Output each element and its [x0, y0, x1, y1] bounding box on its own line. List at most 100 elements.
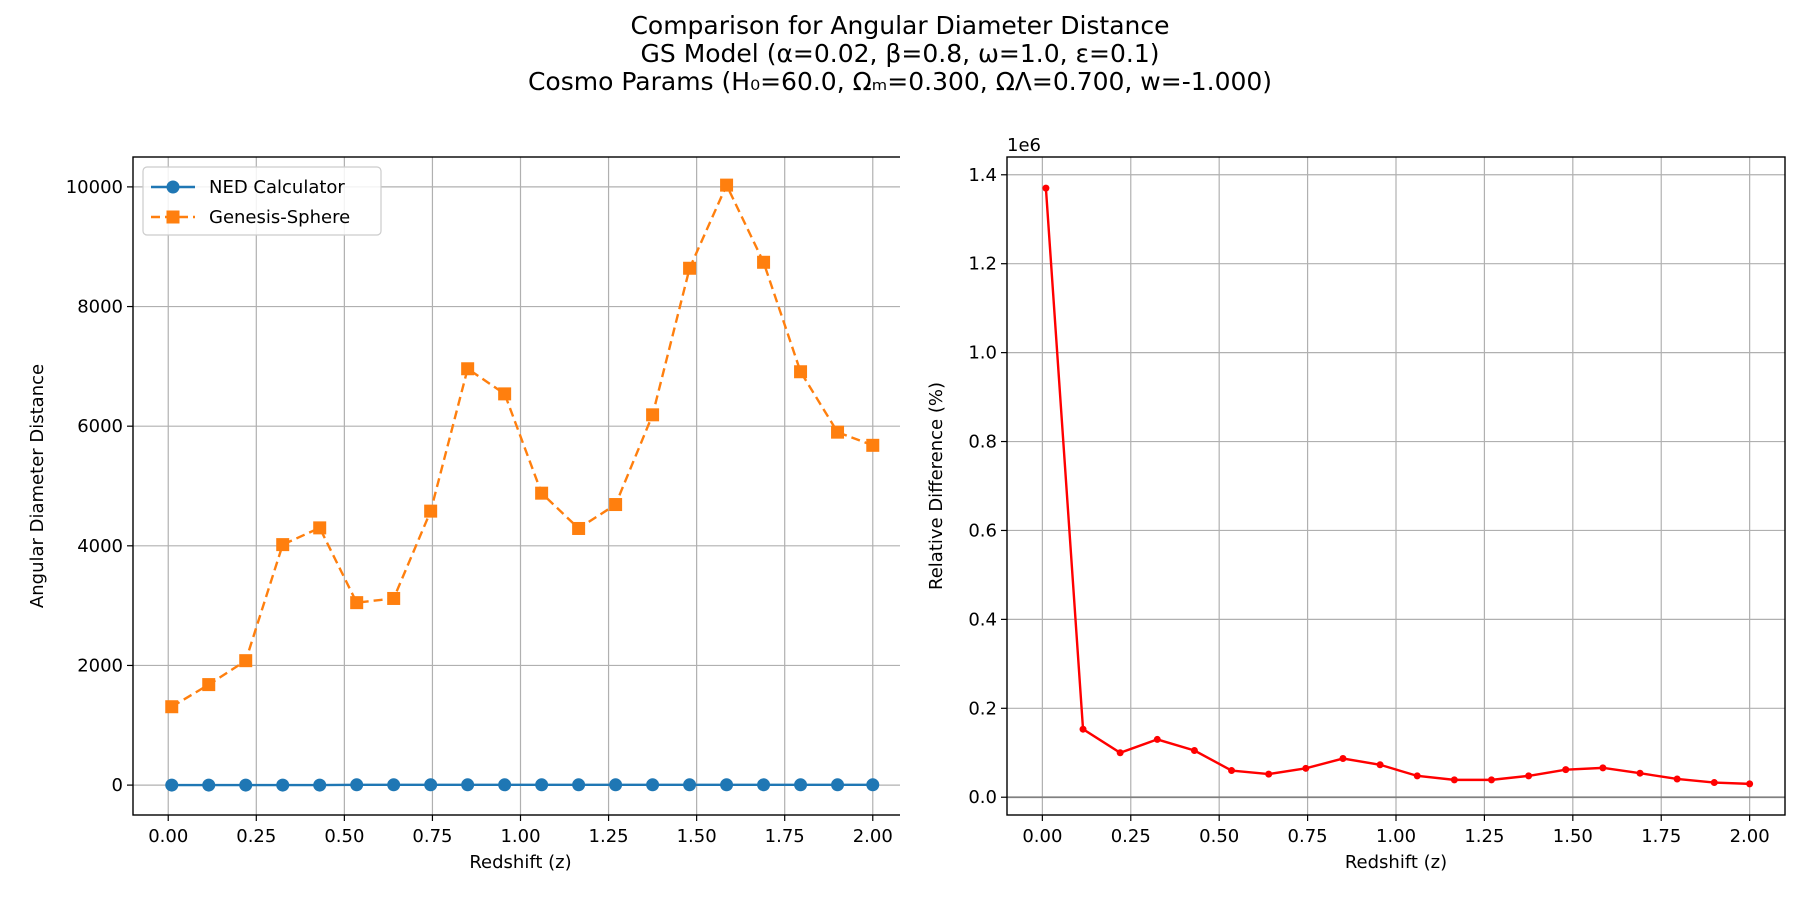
chart-right-data-point: [1413, 772, 1421, 780]
chart-left-data-point: [276, 538, 290, 552]
chart-left-data-point: [683, 261, 697, 275]
chart-right-xtick-label: 0.00: [1022, 826, 1062, 847]
chart-left-data-point: [276, 778, 290, 792]
chart-left-legend-marker: [166, 210, 180, 224]
chart-right-data-point: [1636, 769, 1644, 777]
chart-left-data-point: [424, 504, 438, 518]
chart-left-data-point: [498, 387, 512, 401]
chart-left-distance: 0.00 0.25 0.50 0.75 1.00 1.25 1.50 1.75 2.00 0 200…: [27, 156, 900, 873]
chart-right-xtick-label: 2.00: [1730, 826, 1770, 847]
chart-left-data-point: [313, 778, 327, 792]
chart-right-series-relative-difference: [1042, 184, 1754, 788]
figure-title: Comparison for Angular Diameter Distance…: [0, 12, 1800, 96]
chart-right-relative-difference: 0.00 0.25 0.50 0.75 1.00 1.25 1.50 1.75 2.00 0.0 0…: [926, 135, 1786, 873]
chart-left-data-point: [387, 778, 401, 792]
chart-left-legend-label: NED Calculator: [209, 177, 345, 198]
chart-left-data-point: [720, 778, 734, 792]
chart-left-ytick-label: 10000: [66, 177, 123, 198]
chart-right-xtick-label: 0.25: [1111, 826, 1151, 847]
chart-right-xtick-label: 0.50: [1199, 826, 1239, 847]
chart-left-xtick-label: 1.00: [500, 826, 540, 847]
chart-left-data-point: [757, 778, 771, 792]
chart-right-x-axis-label: Redshift (z): [1345, 852, 1447, 873]
chart-right-data-point: [1265, 770, 1273, 778]
chart-right-data-point: [1746, 780, 1754, 788]
chart-left-data-point: [609, 498, 623, 512]
chart-left-xtick-label: 1.75: [765, 826, 805, 847]
chart-left-data-point: [866, 778, 880, 792]
chart-left-xtick-label: 0.75: [412, 826, 452, 847]
chart-left-ytick-label: 4000: [77, 536, 123, 557]
chart-right-ytick-label: 0.0: [968, 787, 997, 808]
chart-left-data-point: [350, 596, 364, 610]
chart-left-legend: NED Calculator Genesis-Sphere: [142, 166, 382, 236]
chart-right-data-point: [1710, 779, 1718, 787]
chart-left-data-point: [202, 678, 216, 692]
chart-left-data-point: [683, 778, 697, 792]
chart-left-data-point: [757, 255, 771, 269]
chart-left-data-point: [831, 425, 845, 439]
chart-left-ytick-label: 8000: [77, 297, 123, 318]
chart-right-data-point: [1673, 775, 1681, 783]
chart-left-data-point: [609, 778, 623, 792]
chart-left-legend-marker: [166, 180, 180, 194]
chart-left-xtick-label: 2.00: [853, 826, 893, 847]
chart-right-y-offset-text: 1e6: [1007, 135, 1041, 156]
chart-right-grid: [1007, 157, 1785, 815]
chart-right-data-point: [1042, 184, 1050, 192]
chart-right-xtick-label: 1.50: [1553, 826, 1593, 847]
chart-right-ytick-label: 1.2: [968, 254, 997, 275]
chart-right-data-point: [1190, 747, 1198, 755]
chart-right-ytick-label: 0.8: [968, 432, 997, 453]
chart-right-ytick-label: 1.0: [968, 343, 997, 364]
chart-left-x-axis-label: Redshift (z): [469, 852, 571, 873]
chart-right-y-axis-label: Relative Difference (%): [926, 382, 947, 590]
chart-left-xtick-label: 1.25: [589, 826, 629, 847]
chart-left-data-point: [572, 521, 586, 535]
chart-right-data-point: [1302, 764, 1310, 772]
chart-left-y-axis-label: Angular Diameter Distance: [27, 364, 48, 608]
chart-left-ytick-label: 6000: [77, 416, 123, 437]
chart-left-data-point: [646, 408, 660, 422]
chart-right-data-point: [1376, 761, 1384, 769]
chart-left-data-point: [535, 486, 549, 500]
chart-left-data-point: [535, 778, 549, 792]
chart-right-data-point: [1079, 725, 1087, 733]
chart-left-ytick-label: 2000: [77, 655, 123, 676]
chart-right-ytick-label: 0.6: [968, 520, 997, 541]
chart-right-data-point: [1525, 772, 1533, 780]
figure-title-line-2: GS Model (α=0.02, β=0.8, ω=1.0, ε=0.1): [640, 39, 1160, 68]
chart-left-data-point: [794, 365, 808, 379]
chart-left-data-point: [165, 778, 179, 792]
chart-left-data-point: [165, 700, 179, 714]
chart-right-ytick-label: 0.2: [968, 698, 997, 719]
chart-left-data-point: [239, 778, 253, 792]
figure-title-line-3: Cosmo Params (H₀=60.0, Ωₘ=0.300, ΩΛ=0.70…: [527, 67, 1273, 96]
chart-right-data-point: [1450, 776, 1458, 784]
chart-left-series-genesis-sphere: [165, 178, 880, 714]
chart-right-ytick-label: 1.4: [968, 165, 997, 186]
chart-left-data-point: [498, 778, 512, 792]
chart-right-plot-frame: [1006, 156, 1786, 816]
chart-right-data-point: [1116, 749, 1124, 757]
chart-left-data-point: [313, 521, 327, 535]
chart-left-data-point: [720, 178, 734, 192]
chart-right-data-point: [1599, 764, 1607, 772]
chart-right-data-point: [1228, 767, 1236, 775]
chart-left-data-point: [866, 438, 880, 452]
chart-left-data-point: [646, 778, 660, 792]
chart-left-legend-label: Genesis-Sphere: [209, 207, 350, 228]
chart-left-xtick-label: 0.25: [236, 826, 276, 847]
chart-left-data-point: [387, 591, 401, 605]
chart-right-xtick-label: 1.00: [1376, 826, 1416, 847]
figure-title-line-1: Comparison for Angular Diameter Distance: [630, 11, 1170, 40]
chart-right-xtick-label: 0.75: [1288, 826, 1328, 847]
chart-right-data-point: [1487, 776, 1495, 784]
chart-left-data-point: [794, 778, 808, 792]
chart-right-data-point: [1562, 766, 1570, 774]
chart-left-data-point: [572, 778, 586, 792]
chart-left-data-point: [202, 778, 216, 792]
chart-left-grid: [133, 157, 900, 815]
chart-left-data-point: [461, 362, 475, 376]
chart-left-data-point: [350, 778, 364, 792]
